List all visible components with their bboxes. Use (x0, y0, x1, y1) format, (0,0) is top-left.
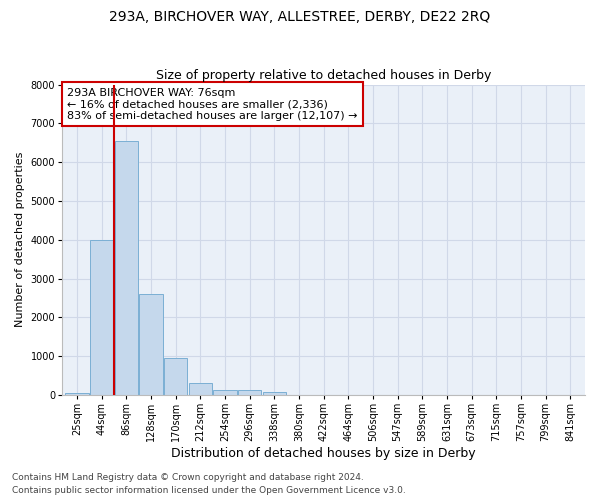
Bar (164, 358, 187, 395)
Bar (139, 294, 163, 395)
Text: Contains HM Land Registry data © Crown copyright and database right 2024.
Contai: Contains HM Land Registry data © Crown c… (12, 474, 406, 495)
Bar (90, 240, 113, 395)
Title: Size of property relative to detached houses in Derby: Size of property relative to detached ho… (156, 69, 491, 82)
Text: 293A BIRCHOVER WAY: 76sqm
← 16% of detached houses are smaller (2,336)
83% of se: 293A BIRCHOVER WAY: 76sqm ← 16% of detac… (67, 88, 358, 121)
Bar (65, 392, 89, 395)
Bar (188, 382, 212, 395)
X-axis label: Distribution of detached houses by size in Derby: Distribution of detached houses by size … (171, 447, 476, 460)
Bar (213, 390, 236, 395)
Y-axis label: Number of detached properties: Number of detached properties (15, 152, 25, 328)
Text: 293A, BIRCHOVER WAY, ALLESTREE, DERBY, DE22 2RQ: 293A, BIRCHOVER WAY, ALLESTREE, DERBY, D… (109, 10, 491, 24)
Bar (263, 392, 286, 395)
Bar (115, 141, 138, 395)
Bar (238, 390, 261, 395)
